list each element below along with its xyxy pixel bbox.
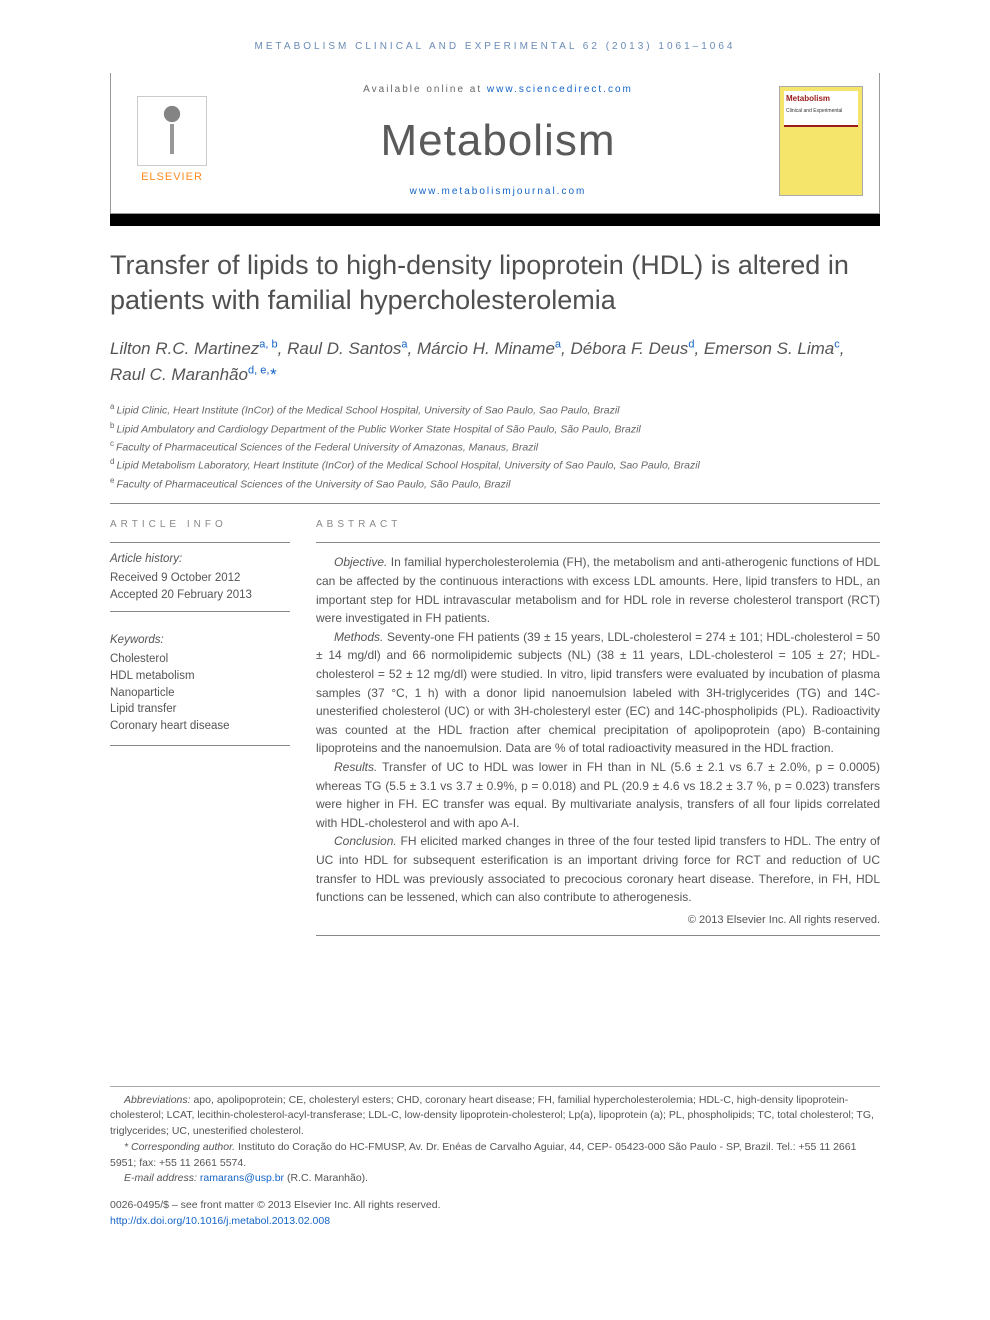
article-history-block: Article history: Received 9 October 2012… xyxy=(110,542,290,612)
abstract-label: ABSTRACT xyxy=(316,518,880,533)
masthead-center: Available online at www.sciencedirect.co… xyxy=(217,83,779,200)
email-footnote: E-mail address: ramarans@usp.br (R.C. Ma… xyxy=(110,1171,880,1187)
keywords-block: Keywords: CholesterolHDL metabolismNanop… xyxy=(110,624,290,745)
article-info-column: ARTICLE INFO Article history: Received 9… xyxy=(110,518,290,936)
journal-name: Metabolism xyxy=(217,109,779,173)
cover-title-box: Metabolism Clinical and Experimental xyxy=(784,91,858,127)
divider xyxy=(316,542,880,543)
abstract-paragraph: Objective. In familial hypercholesterole… xyxy=(316,553,880,627)
affiliation-line: dLipid Metabolism Laboratory, Heart Inst… xyxy=(110,456,880,474)
divider xyxy=(316,935,880,936)
journal-url-line: www.metabolismjournal.com xyxy=(217,185,779,200)
abstract-column: ABSTRACT Objective. In familial hypercho… xyxy=(316,518,880,936)
corresponding-author-footnote: * Corresponding author. Instituto do Cor… xyxy=(110,1140,880,1172)
doi-link[interactable]: http://dx.doi.org/10.1016/j.metabol.2013… xyxy=(110,1215,330,1227)
abbreviations-lead: Abbreviations: xyxy=(124,1094,191,1106)
abstract-body: Objective. In familial hypercholesterole… xyxy=(316,553,880,906)
abbreviations-body: apo, apolipoprotein; CE, cholesteryl est… xyxy=(110,1094,874,1138)
keyword: Coronary heart disease xyxy=(110,718,290,735)
keyword: Lipid transfer xyxy=(110,701,290,718)
page-root: METABOLISM CLINICAL AND EXPERIMENTAL 62 … xyxy=(0,0,990,1280)
journal-cover-thumb: Metabolism Clinical and Experimental xyxy=(779,86,863,196)
divider xyxy=(110,503,880,504)
issn-copyright-line: 0026-0495/$ – see front matter © 2013 El… xyxy=(110,1197,880,1213)
keyword: HDL metabolism xyxy=(110,668,290,685)
keyword: Cholesterol xyxy=(110,651,290,668)
article-info-label: ARTICLE INFO xyxy=(110,518,290,533)
abstract-paragraph: Methods. Seventy-one FH patients (39 ± 1… xyxy=(316,628,880,758)
affiliation-line: cFaculty of Pharmaceutical Sciences of t… xyxy=(110,438,880,456)
author-list: Lilton R.C. Martineza, b, Raul D. Santos… xyxy=(110,336,880,387)
abstract-paragraph: Results. Transfer of UC to HDL was lower… xyxy=(316,758,880,832)
available-online-line: Available online at www.sciencedirect.co… xyxy=(217,83,779,98)
copyright-line: © 2013 Elsevier Inc. All rights reserved… xyxy=(316,913,880,929)
info-abstract-row: ARTICLE INFO Article history: Received 9… xyxy=(110,518,880,936)
sciencedirect-link[interactable]: www.sciencedirect.com xyxy=(487,84,633,95)
footnotes: Abbreviations: apo, apolipoprotein; CE, … xyxy=(110,1086,880,1188)
cover-title: Metabolism xyxy=(786,94,830,103)
abbreviations-footnote: Abbreviations: apo, apolipoprotein; CE, … xyxy=(110,1093,880,1140)
keyword: Nanoparticle xyxy=(110,685,290,702)
affiliation-line: aLipid Clinic, Heart Institute (InCor) o… xyxy=(110,401,880,419)
publisher-name: ELSEVIER xyxy=(127,170,217,186)
email-tail: (R.C. Maranhão). xyxy=(284,1172,368,1184)
keywords-list: CholesterolHDL metabolismNanoparticleLip… xyxy=(110,651,290,734)
article-title: Transfer of lipids to high-density lipop… xyxy=(110,248,880,318)
affiliation-line: eFaculty of Pharmaceutical Sciences of t… xyxy=(110,475,880,493)
keywords-label: Keywords: xyxy=(110,632,290,649)
running-head: METABOLISM CLINICAL AND EXPERIMENTAL 62 … xyxy=(110,40,880,55)
received-date: Received 9 October 2012 xyxy=(110,570,290,587)
affiliation-line: bLipid Ambulatory and Cardiology Departm… xyxy=(110,420,880,438)
abstract-paragraph: Conclusion. FH elicited marked changes i… xyxy=(316,832,880,906)
email-lead: E-mail address: xyxy=(124,1172,200,1184)
black-rule-bar xyxy=(110,214,880,226)
journal-homepage-link[interactable]: www.metabolismjournal.com xyxy=(410,186,587,197)
corresponding-lead: * Corresponding author. xyxy=(124,1141,235,1153)
accepted-date: Accepted 20 February 2013 xyxy=(110,587,290,604)
article-history-label: Article history: xyxy=(110,551,290,568)
cover-subtitle: Clinical and Experimental xyxy=(786,108,842,114)
elsevier-tree-icon xyxy=(137,96,207,166)
corresponding-email-link[interactable]: ramarans@usp.br xyxy=(200,1172,284,1184)
masthead: ELSEVIER Available online at www.science… xyxy=(110,73,880,215)
affiliation-list: aLipid Clinic, Heart Institute (InCor) o… xyxy=(110,401,880,492)
available-online-prefix: Available online at xyxy=(363,84,487,95)
publisher-logo: ELSEVIER xyxy=(127,96,217,186)
bottom-meta: 0026-0495/$ – see front matter © 2013 El… xyxy=(110,1197,880,1230)
